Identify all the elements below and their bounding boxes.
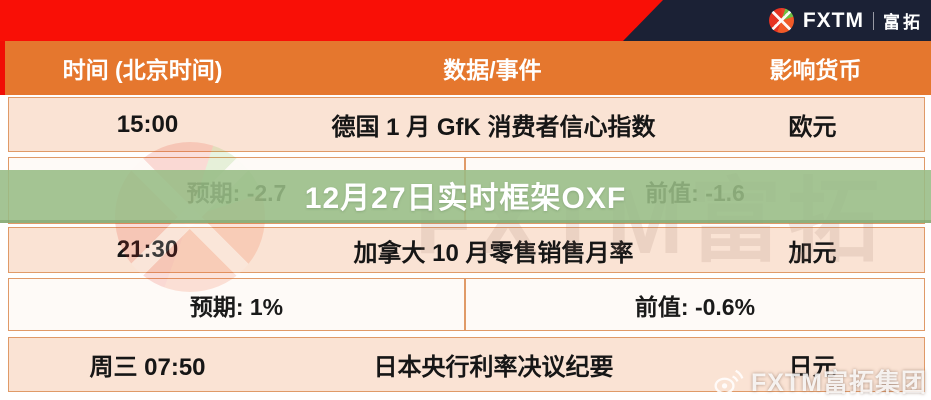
table-row: 预期: 1% 前值: -0.6% (8, 278, 925, 331)
title-overlay-banner: 12月27日实时框架OXF (0, 170, 931, 223)
previous-value: 前值: -0.6% (465, 278, 925, 331)
event-time: 15:00 (116, 110, 179, 138)
weibo-icon (714, 369, 744, 395)
event-time: 周三 07:50 (89, 354, 206, 381)
fxtm-flame-icon (768, 8, 794, 33)
event-currency: 加元 (788, 239, 837, 267)
brand-name-cn: 富拓 (883, 13, 923, 32)
event-time: 21:30 (116, 236, 179, 263)
fxtm-logo: FXTM 富拓 (768, 0, 923, 41)
forecast-value: 预期: 1% (8, 278, 465, 331)
brand-name-en: FXTM (802, 8, 864, 32)
table-row: 周三 07:50 日本央行利率决议纪要 日元 (8, 337, 925, 392)
table-row: 15:00 德国 1 月 GfK 消费者信心指数 欧元 (8, 97, 925, 152)
weibo-watermark: FXTM富拓集团 (713, 363, 927, 399)
top-brand-bar: FXTM 富拓 (0, 0, 931, 41)
red-banner-wedge (0, 0, 663, 41)
event-title: 德国 1 月 GfK 消费者信心指数 (331, 114, 656, 141)
table-header-row: 时间 (北京时间) 数据/事件 影响货币 (0, 41, 931, 95)
event-currency: 欧元 (788, 114, 837, 141)
header-currency: 影响货币 (769, 57, 862, 83)
event-title: 日本央行利率决议纪要 (373, 354, 614, 381)
logo-divider (873, 11, 874, 30)
header-left-red-accent (0, 41, 5, 95)
event-currency: 日元 (788, 354, 837, 381)
overlay-title: 12月27日实时框架OXF (304, 182, 627, 215)
header-time: 时间 (北京时间) (62, 57, 223, 83)
event-title: 加拿大 10 月零售销售月率 (353, 239, 634, 267)
table-row: 21:30 加拿大 10 月零售销售月率 加元 (8, 227, 925, 273)
watermark-text: FXTM富拓集团 (750, 369, 927, 397)
header-event: 数据/事件 (443, 57, 542, 83)
